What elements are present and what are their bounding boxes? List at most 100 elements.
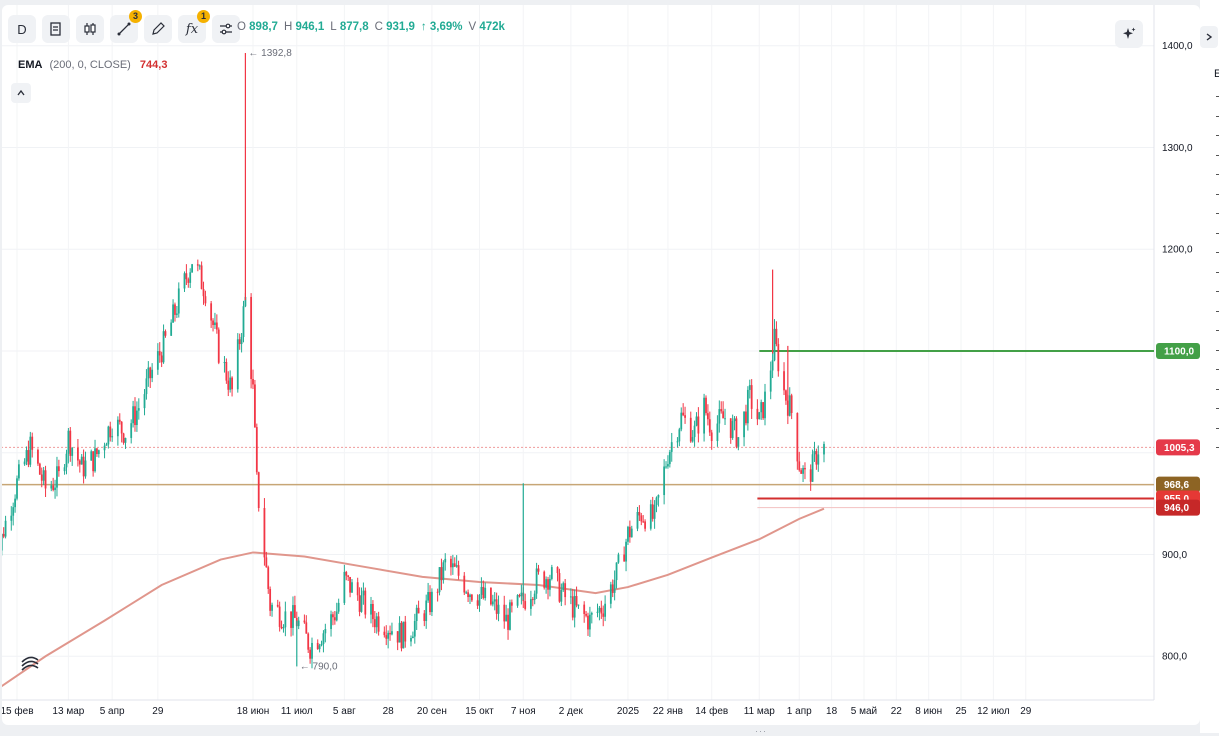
candle-body [533, 593, 536, 600]
candle-body [575, 596, 578, 606]
candles [2, 259, 825, 669]
chart-type-button[interactable] [76, 15, 104, 43]
candle-body [96, 448, 98, 455]
candle-body [716, 423, 719, 442]
candle-body [52, 485, 55, 491]
level-tag-support [1156, 476, 1200, 493]
candle-body [670, 442, 673, 452]
chevron-right-icon [1206, 33, 1213, 41]
candle-body [160, 355, 163, 363]
time-tick-label: 18 июн [237, 706, 270, 717]
candle-body [588, 614, 591, 630]
candle-body [695, 416, 698, 426]
candle-body [657, 495, 660, 498]
sliders-icon [220, 23, 232, 35]
sidebar-tick [1216, 96, 1219, 97]
candle-body [729, 418, 732, 438]
candle-body [398, 622, 401, 643]
candle-body [524, 601, 527, 609]
candle-body [467, 592, 469, 598]
drawings-button[interactable]: 3 [110, 10, 142, 43]
extreme-annotation: ← 790,0 [300, 661, 338, 672]
candle-body [505, 614, 508, 622]
candle-body [174, 304, 176, 315]
candle-body [292, 605, 294, 628]
candle-body [255, 427, 258, 473]
candle-body [373, 619, 376, 628]
candle-body [469, 594, 471, 598]
candle-body [360, 595, 363, 612]
time-tick-label: 20 сен [417, 706, 447, 717]
candle-body [720, 409, 723, 412]
expand-sidebar-button[interactable] [1200, 26, 1218, 48]
candle-body [50, 485, 53, 489]
level-tag-low-level [1156, 499, 1200, 516]
time-tick-label: 18 [826, 706, 838, 717]
candle-body [798, 461, 801, 471]
candle-body [587, 615, 589, 630]
sidebar-tick [1216, 232, 1219, 234]
ohlc-legend: O 898,7 H 946,1 L 877,8 C 931,9 ↑ 3,69% … [237, 21, 505, 33]
candle-body [785, 390, 787, 401]
candle-body [137, 408, 140, 411]
candle-body [543, 571, 546, 588]
ema-legend[interactable]: EMA (200, 0, CLOSE) 744,3 [18, 59, 167, 71]
candle-body [54, 487, 56, 491]
candle-body [478, 594, 481, 606]
candle-body [703, 397, 705, 434]
sidebar-tick [1216, 427, 1219, 429]
candle-body [330, 614, 332, 630]
candle-body [225, 362, 228, 381]
price-tick-label: 800,0 [1162, 652, 1187, 663]
high-label: H [283, 21, 293, 33]
change-value: ↑ 3,69% [420, 21, 463, 33]
candle-body [111, 436, 114, 438]
sidebar-tick [1216, 252, 1219, 253]
sidebar-tick [1216, 154, 1219, 156]
time-tick-label: 15 фев [2, 705, 34, 717]
candle-body [649, 504, 652, 529]
candle-body [267, 567, 270, 589]
candle-body [577, 604, 580, 606]
candle-body [497, 604, 500, 614]
notes-button[interactable] [42, 15, 70, 43]
interval-button[interactable]: D [8, 15, 36, 43]
volume-label: V [468, 21, 477, 33]
candle-body [229, 377, 232, 390]
candle-body [627, 526, 629, 542]
pencil-button[interactable] [144, 15, 172, 43]
candle-body [170, 322, 173, 336]
candle-body [642, 521, 645, 523]
candle-body [404, 621, 407, 642]
time-tick-label: 29 [152, 706, 164, 717]
candle-body [210, 303, 213, 321]
candle-body [436, 591, 439, 593]
candle-body [663, 466, 666, 496]
collapse-legend-button[interactable] [11, 83, 31, 103]
candle-body [520, 592, 523, 597]
price-chart[interactable]: ← 1392,8 ← 790,0 1400,0 1300,0 1200,0 900,0 80… [2, 5, 1200, 725]
candle-body [204, 296, 207, 304]
time-tick-label: 2025 [617, 706, 640, 717]
candle-body [417, 607, 420, 614]
candle-body [585, 613, 587, 616]
candle-body [423, 613, 426, 621]
candle-body [705, 397, 707, 414]
logo-stroke [21, 664, 39, 671]
candle-body [257, 472, 260, 509]
candle-body [322, 633, 325, 645]
candle-body [57, 466, 60, 472]
logo-icon [21, 656, 39, 671]
resize-grip-icon[interactable]: ··· [755, 726, 767, 736]
candle-body [78, 460, 81, 465]
candle-body [10, 515, 13, 521]
candle-body [265, 557, 268, 568]
sidebar-tick [1216, 369, 1219, 370]
sidebar-tick [1216, 291, 1219, 292]
settings-button[interactable] [212, 15, 240, 43]
ai-assistant-button[interactable] [1115, 20, 1143, 48]
candle-body [611, 584, 614, 593]
candle-body [14, 498, 16, 508]
candle-body [391, 631, 393, 635]
indicators-button[interactable]: fx 1 [178, 10, 210, 43]
